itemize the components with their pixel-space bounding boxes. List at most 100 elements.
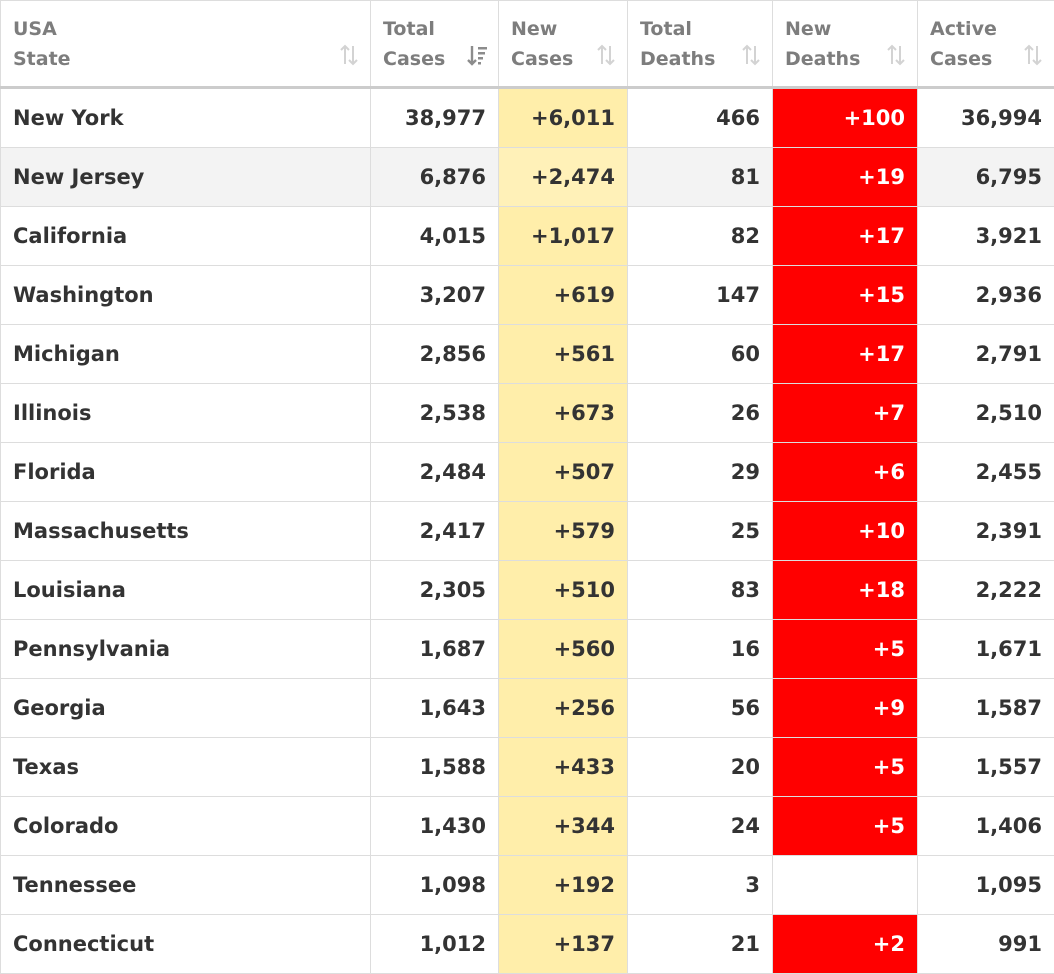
new-cases-cell: +673 <box>499 384 628 443</box>
new-deaths-cell: +10 <box>773 502 918 561</box>
total-deaths-cell: 466 <box>628 88 773 148</box>
state-cell[interactable]: New Jersey <box>1 148 371 207</box>
total-cases-cell: 1,687 <box>371 620 499 679</box>
active-cases-cell: 1,557 <box>918 738 1054 797</box>
total-deaths-cell: 147 <box>628 266 773 325</box>
total-cases-cell: 1,098 <box>371 856 499 915</box>
total-cases-cell: 2,538 <box>371 384 499 443</box>
new-deaths-cell: +15 <box>773 266 918 325</box>
new-deaths-cell: +6 <box>773 443 918 502</box>
column-header-label: USA State <box>13 14 358 74</box>
total-deaths-cell: 56 <box>628 679 773 738</box>
state-cell[interactable]: Florida <box>1 443 371 502</box>
column-header-total-cases[interactable]: Total Cases <box>371 1 499 88</box>
total-cases-cell: 6,876 <box>371 148 499 207</box>
total-deaths-cell: 24 <box>628 797 773 856</box>
new-cases-cell: +2,474 <box>499 148 628 207</box>
total-deaths-cell: 60 <box>628 325 773 384</box>
total-deaths-cell: 83 <box>628 561 773 620</box>
state-cell[interactable]: Colorado <box>1 797 371 856</box>
new-deaths-cell <box>773 856 918 915</box>
new-deaths-cell: +2 <box>773 915 918 974</box>
new-deaths-cell: +17 <box>773 207 918 266</box>
active-cases-cell: 2,791 <box>918 325 1054 384</box>
total-deaths-cell: 26 <box>628 384 773 443</box>
column-header-new-deaths[interactable]: New Deaths <box>773 1 918 88</box>
active-cases-cell: 3,921 <box>918 207 1054 266</box>
state-cell[interactable]: Washington <box>1 266 371 325</box>
total-cases-cell: 1,588 <box>371 738 499 797</box>
total-cases-cell: 1,012 <box>371 915 499 974</box>
state-cell[interactable]: Massachusetts <box>1 502 371 561</box>
new-deaths-cell: +5 <box>773 620 918 679</box>
column-header-new-cases[interactable]: New Cases <box>499 1 628 88</box>
sort-icon[interactable] <box>740 43 762 67</box>
state-cell[interactable]: Michigan <box>1 325 371 384</box>
column-header-state[interactable]: USA State <box>1 1 371 88</box>
state-cell[interactable]: Tennessee <box>1 856 371 915</box>
new-cases-cell: +137 <box>499 915 628 974</box>
state-cell[interactable]: New York <box>1 88 371 148</box>
total-deaths-cell: 21 <box>628 915 773 974</box>
active-cases-cell: 2,936 <box>918 266 1054 325</box>
active-cases-cell: 36,994 <box>918 88 1054 148</box>
column-header-active-cases[interactable]: Active Cases <box>918 1 1054 88</box>
new-cases-cell: +579 <box>499 502 628 561</box>
total-deaths-cell: 16 <box>628 620 773 679</box>
sort-icon[interactable] <box>1022 43 1044 67</box>
total-deaths-cell: 25 <box>628 502 773 561</box>
new-cases-cell: +433 <box>499 738 628 797</box>
new-cases-cell: +344 <box>499 797 628 856</box>
new-deaths-cell: +7 <box>773 384 918 443</box>
state-cell[interactable]: Connecticut <box>1 915 371 974</box>
state-cell[interactable]: California <box>1 207 371 266</box>
sort-icon[interactable] <box>595 43 617 67</box>
total-cases-cell: 38,977 <box>371 88 499 148</box>
table-header-row: USA State Total Cases New Cases Total De… <box>1 1 1054 88</box>
state-cell[interactable]: Louisiana <box>1 561 371 620</box>
sort-desc-active-icon[interactable] <box>466 43 488 67</box>
active-cases-cell: 2,391 <box>918 502 1054 561</box>
sort-icon[interactable] <box>338 43 360 67</box>
state-cell[interactable]: Illinois <box>1 384 371 443</box>
total-cases-cell: 2,484 <box>371 443 499 502</box>
total-deaths-cell: 3 <box>628 856 773 915</box>
new-cases-cell: +560 <box>499 620 628 679</box>
new-deaths-cell: +5 <box>773 738 918 797</box>
active-cases-cell: 991 <box>918 915 1054 974</box>
state-cell[interactable]: Texas <box>1 738 371 797</box>
total-cases-cell: 2,856 <box>371 325 499 384</box>
new-cases-cell: +510 <box>499 561 628 620</box>
state-cell[interactable]: Georgia <box>1 679 371 738</box>
total-deaths-cell: 82 <box>628 207 773 266</box>
total-cases-cell: 2,417 <box>371 502 499 561</box>
total-deaths-cell: 29 <box>628 443 773 502</box>
total-deaths-cell: 81 <box>628 148 773 207</box>
total-cases-cell: 1,430 <box>371 797 499 856</box>
new-deaths-cell: +18 <box>773 561 918 620</box>
state-cell[interactable]: Pennsylvania <box>1 620 371 679</box>
active-cases-cell: 1,095 <box>918 856 1054 915</box>
active-cases-cell: 1,406 <box>918 797 1054 856</box>
sort-icon[interactable] <box>885 43 907 67</box>
new-cases-cell: +561 <box>499 325 628 384</box>
active-cases-cell: 2,222 <box>918 561 1054 620</box>
column-header-total-deaths[interactable]: Total Deaths <box>628 1 773 88</box>
active-cases-cell: 2,455 <box>918 443 1054 502</box>
new-deaths-cell: +100 <box>773 88 918 148</box>
total-cases-cell: 1,643 <box>371 679 499 738</box>
